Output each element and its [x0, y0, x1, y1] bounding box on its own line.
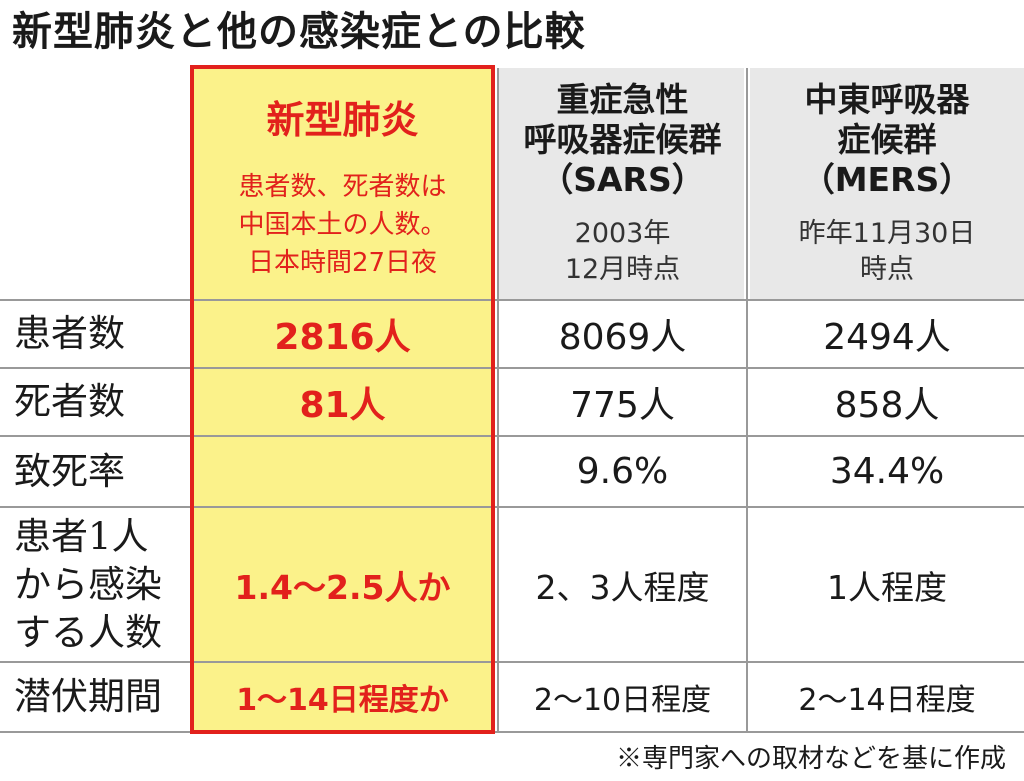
sars-date-line: 2003年 [574, 218, 671, 249]
row-divider [0, 435, 1024, 437]
column-divider [497, 68, 499, 733]
sars-deaths: 775人 [570, 385, 675, 426]
mers-deaths: 858人 [834, 385, 940, 426]
mers-date: 昨年11月30日 時点 [750, 212, 1024, 292]
new-pneumonia-incubation: 1～14日程度か [236, 683, 449, 718]
note-line: 中国本土の人数。 [238, 210, 447, 240]
sars-name-line: 呼吸器症候群 [523, 120, 722, 159]
row-divider [0, 506, 1024, 508]
mers-fatality-rate: 34.4% [829, 451, 945, 492]
new-pneumonia-transmission: 1.4～2.5人か [234, 567, 451, 607]
sars-name-line: 重症急性 [556, 80, 689, 119]
row-divider [0, 661, 1024, 663]
row-label-incubation: 潜伏期間 [14, 675, 162, 718]
mers-date-line: 昨年11月30日 [798, 218, 976, 249]
sars-date-line: 12月時点 [564, 254, 681, 285]
sars-incubation: 2～10日程度 [533, 683, 712, 718]
sars-header-bg [497, 68, 744, 300]
new-pneumonia-note: 患者数、死者数は 中国本土の人数。 日本時間27日夜 [194, 160, 491, 290]
row-label-patients: 患者数 [14, 312, 125, 355]
sars-patients: 8069人 [558, 317, 687, 358]
mers-header: 中東呼吸器 症候群 （MERS） [750, 78, 1024, 202]
sars-date: 2003年 12月時点 [499, 212, 746, 292]
mers-name-line: （MERS） [801, 160, 973, 199]
row-label-fatality-rate: 致死率 [14, 449, 125, 493]
mers-incubation: 2～14日程度 [798, 683, 976, 718]
note-line: 患者数、死者数は [238, 172, 447, 202]
new-pneumonia-name: 新型肺炎 [266, 97, 419, 142]
page-title: 新型肺炎と他の感染症との比較 [12, 9, 586, 55]
sars-header: 重症急性 呼吸器症候群 （SARS） [499, 78, 746, 202]
row-divider [0, 367, 1024, 369]
sars-fatality-rate: 9.6% [576, 451, 669, 492]
mers-patients: 2494人 [823, 317, 951, 358]
new-pneumonia-highlight-column [193, 68, 491, 733]
new-pneumonia-frame [190, 65, 495, 734]
mers-transmission: 1人程度 [827, 567, 947, 607]
mers-date-line: 時点 [860, 254, 914, 285]
mers-name-line: 症候群 [837, 120, 937, 159]
new-pneumonia-header: 新型肺炎 [194, 86, 491, 146]
mers-header-bg [750, 68, 1024, 300]
row-divider [0, 731, 1024, 733]
column-divider [746, 68, 748, 733]
row-label-transmission: 患者1人 から感染 する人数 [14, 514, 162, 654]
footnote: ※専門家への取材などを基に作成 [615, 744, 1006, 774]
row-divider [0, 299, 1024, 301]
new-pneumonia-deaths: 81人 [299, 385, 386, 426]
new-pneumonia-patients: 2816人 [274, 317, 411, 358]
row-label-deaths: 死者数 [14, 380, 125, 423]
note-line: 日本時間27日夜 [247, 248, 438, 278]
mers-name-line: 中東呼吸器 [804, 80, 970, 119]
sars-transmission: 2、3人程度 [535, 567, 710, 607]
sars-name-line: （SARS） [540, 160, 705, 199]
